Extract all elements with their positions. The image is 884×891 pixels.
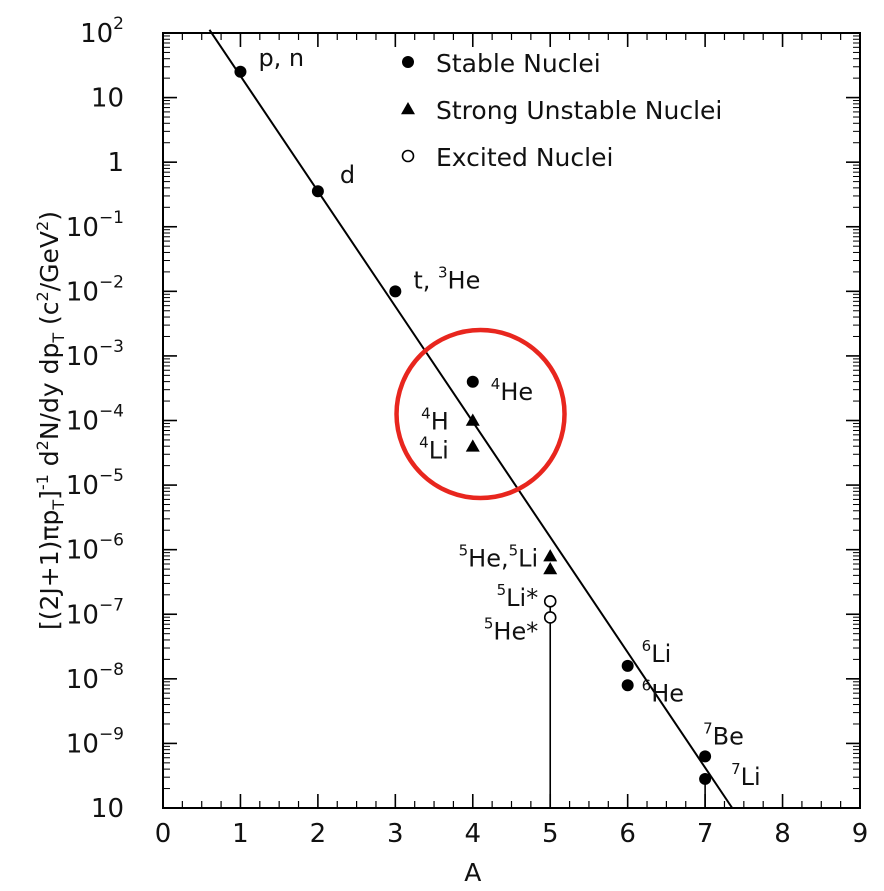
x-tick-label: 5 [542,819,559,849]
y-tick-label: 10 [91,84,124,114]
y-tick-label: 10 [91,794,124,824]
point-7li [699,772,712,785]
x-tick-label: 3 [387,819,404,849]
legend-marker-filled-circle [402,56,414,68]
label-6li: 6Li [642,637,672,668]
label-6he: 6He [642,676,684,707]
point-5li [543,562,558,575]
legend-label-open-circle: Excited Nuclei [436,143,613,172]
highlight-circle [394,327,567,501]
x-tick-label: 9 [852,819,869,849]
legend-marker-filled-triangle [401,102,415,115]
label-7li: 7Li [731,760,761,791]
x-tick-label: 1 [232,819,249,849]
point-6he [621,679,634,692]
label-d: d [340,161,355,189]
y-tick-label: 10−7 [66,595,124,630]
label-p-n: p, n [258,44,304,72]
y-tick-label: 102 [80,14,124,49]
point-6li [621,659,634,672]
label-t-3he: t, 3He [413,263,480,294]
point-p-n [234,65,247,78]
y-tick-label: 10−1 [66,208,124,243]
y-tick-label: 10−2 [66,272,124,307]
point-4h [465,413,480,426]
point-4he [466,375,479,388]
x-tick-label: 0 [155,819,172,849]
point-5he [543,549,558,562]
label-4h: 4H [421,405,449,436]
label-4he: 4He [491,375,533,406]
label-5he-star: 5He* [484,614,538,645]
y-tick-label: 10−5 [66,466,124,501]
x-tick-label: 2 [310,819,327,849]
y-tick-label: 10−6 [66,531,124,566]
y-tick-label: 10−8 [66,660,124,695]
point-d [311,185,324,198]
y-axis-title: [(2J+1)πpT]-1 d2N/dy dpT (c2/GeV2) [33,211,68,630]
legend-label-filled-circle: Stable Nuclei [436,49,601,78]
legend-marker-open-circle [401,149,415,163]
legend-label-filled-triangle: Strong Unstable Nuclei [436,96,722,125]
y-tick-label: 1 [107,148,124,178]
label-7be: 7Be [703,719,744,750]
point-5he-star [543,611,557,624]
point-t-3he [389,285,402,298]
y-tick-label: 10−4 [66,402,124,437]
x-tick-label: 6 [619,819,636,849]
point-5li-star [543,595,557,608]
point-7be [699,750,712,763]
y-tick-label: 10−9 [66,724,124,759]
label-5he-5li: 5He,5Li [459,541,539,572]
x-tick-label: 8 [774,819,791,849]
x-tick-label: 7 [697,819,714,849]
x-axis-title: A [464,858,481,887]
label-5li-star: 5Li* [497,581,539,612]
point-4li [465,439,480,452]
x-tick-label: 4 [465,819,482,849]
y-tick-label: 10−3 [66,337,124,372]
label-4li: 4Li [419,433,449,464]
